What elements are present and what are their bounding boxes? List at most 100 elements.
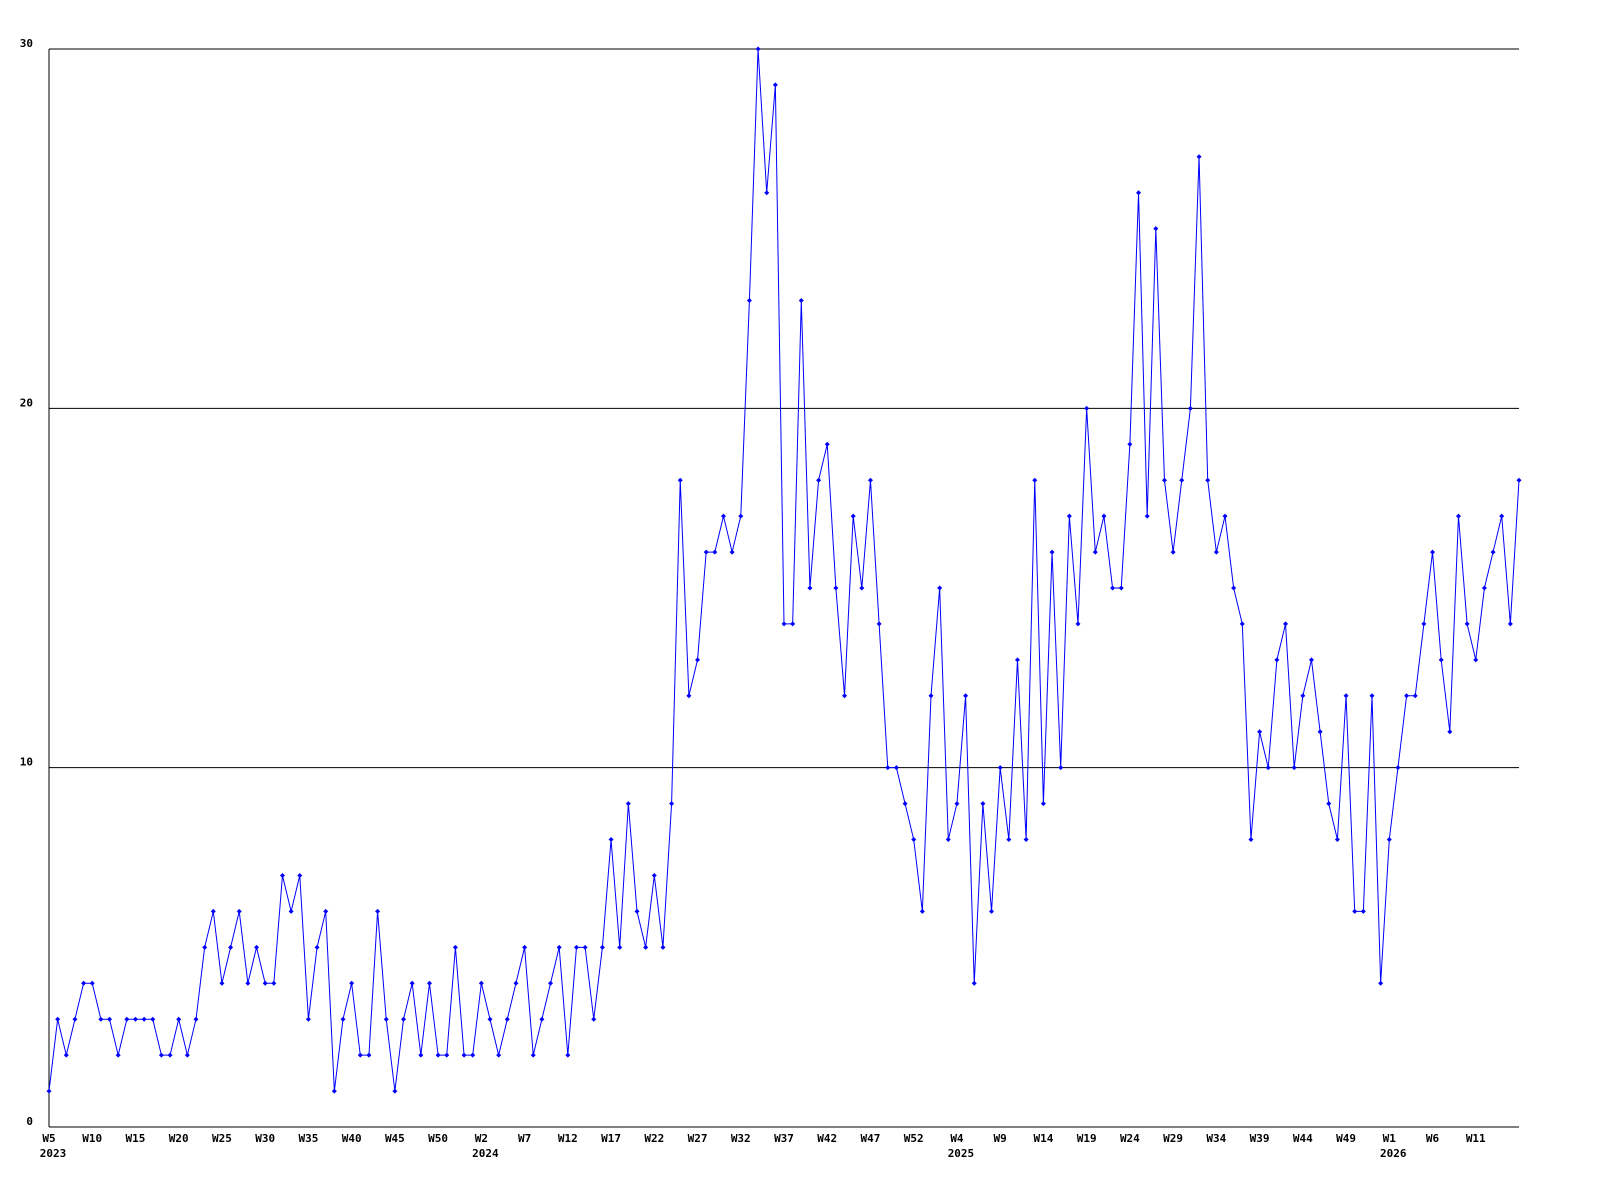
point-marker xyxy=(444,1052,450,1058)
point-marker xyxy=(236,908,242,914)
point-marker xyxy=(340,1016,346,1022)
point-marker xyxy=(254,944,260,950)
point-marker xyxy=(1369,693,1375,699)
point-marker xyxy=(1170,549,1176,555)
point-marker xyxy=(279,872,285,878)
x-year-label: 2026 xyxy=(1380,1147,1407,1160)
point-marker xyxy=(1473,657,1479,663)
point-marker xyxy=(573,944,579,950)
point-marker xyxy=(305,1016,311,1022)
point-marker xyxy=(1404,693,1410,699)
point-marker xyxy=(1455,513,1461,519)
point-marker xyxy=(141,1016,147,1022)
x-tick-label: W34 xyxy=(1206,1132,1226,1145)
series-line xyxy=(48,48,1520,1092)
point-marker xyxy=(72,1016,78,1022)
point-marker xyxy=(911,837,917,843)
point-marker xyxy=(1248,837,1254,843)
point-marker xyxy=(487,1016,493,1022)
point-marker xyxy=(288,908,294,914)
point-marker xyxy=(919,908,925,914)
point-marker xyxy=(980,801,986,807)
point-marker xyxy=(1464,621,1470,627)
point-marker xyxy=(824,441,830,447)
point-marker xyxy=(1161,477,1167,483)
point-marker xyxy=(1516,477,1522,483)
point-marker xyxy=(513,980,519,986)
point-marker xyxy=(167,1052,173,1058)
point-marker xyxy=(1326,801,1332,807)
x-tick-label: W42 xyxy=(817,1132,837,1145)
point-marker xyxy=(963,693,969,699)
x-tick-label: W9 xyxy=(994,1132,1007,1145)
x-tick-label: W30 xyxy=(255,1132,275,1145)
x-tick-label: W6 xyxy=(1426,1132,1440,1145)
point-marker xyxy=(548,980,554,986)
point-marker xyxy=(945,837,951,843)
y-tick-label: 10 xyxy=(20,756,33,769)
point-marker xyxy=(210,908,216,914)
point-marker xyxy=(297,872,303,878)
point-marker xyxy=(703,549,709,555)
point-marker xyxy=(539,1016,545,1022)
point-marker xyxy=(522,944,528,950)
point-marker xyxy=(997,765,1003,771)
x-tick-label: W45 xyxy=(385,1132,405,1145)
point-marker xyxy=(1334,837,1340,843)
point-marker xyxy=(1049,549,1055,555)
x-tick-label: W17 xyxy=(601,1132,621,1145)
point-marker xyxy=(695,657,701,663)
point-marker xyxy=(1101,513,1107,519)
point-marker xyxy=(1265,765,1271,771)
point-marker xyxy=(677,477,683,483)
point-marker xyxy=(496,1052,502,1058)
x-tick-label: W1 xyxy=(1383,1132,1397,1145)
point-marker xyxy=(556,944,562,950)
point-marker xyxy=(729,549,735,555)
point-marker xyxy=(349,980,355,986)
point-marker xyxy=(1438,657,1444,663)
point-marker xyxy=(1187,405,1193,411)
point-marker xyxy=(1144,513,1150,519)
point-marker xyxy=(712,549,718,555)
point-marker xyxy=(1110,585,1116,591)
point-marker xyxy=(1032,477,1038,483)
point-marker xyxy=(530,1052,536,1058)
point-marker xyxy=(755,46,761,52)
point-marker xyxy=(781,621,787,627)
point-marker xyxy=(651,872,657,878)
point-marker xyxy=(738,513,744,519)
point-marker xyxy=(1499,513,1505,519)
point-marker xyxy=(357,1052,363,1058)
point-marker xyxy=(1023,837,1029,843)
point-marker xyxy=(452,944,458,950)
point-marker xyxy=(46,1088,52,1094)
x-tick-label: W4 xyxy=(950,1132,964,1145)
x-tick-label: W49 xyxy=(1336,1132,1356,1145)
point-marker xyxy=(1231,585,1237,591)
point-marker xyxy=(599,944,605,950)
point-marker xyxy=(375,908,381,914)
point-marker xyxy=(392,1088,398,1094)
point-marker xyxy=(928,693,934,699)
x-tick-label: W5 xyxy=(42,1132,55,1145)
point-marker xyxy=(435,1052,441,1058)
point-marker xyxy=(158,1052,164,1058)
x-tick-label: W25 xyxy=(212,1132,232,1145)
point-marker xyxy=(833,585,839,591)
point-marker xyxy=(1283,621,1289,627)
point-marker xyxy=(1084,405,1090,411)
x-tick-label: W27 xyxy=(688,1132,708,1145)
point-marker xyxy=(1257,729,1263,735)
point-marker xyxy=(902,801,908,807)
point-marker xyxy=(461,1052,467,1058)
point-marker xyxy=(1421,621,1427,627)
point-marker xyxy=(1360,908,1366,914)
point-marker xyxy=(798,298,804,304)
x-tick-label: W20 xyxy=(169,1132,189,1145)
point-marker xyxy=(323,908,329,914)
point-marker xyxy=(1058,765,1064,771)
point-marker xyxy=(418,1052,424,1058)
